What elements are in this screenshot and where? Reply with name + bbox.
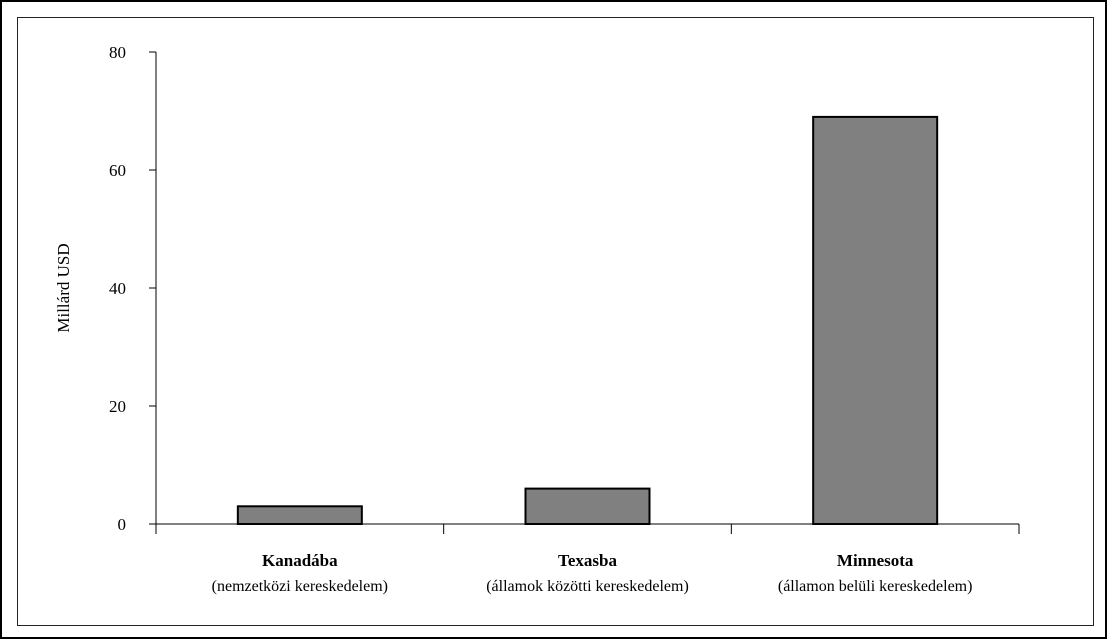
y-axis-label: Millárd USD (54, 243, 73, 332)
y-tick-label: 80 (109, 43, 126, 62)
y-tick-label: 60 (109, 161, 126, 180)
bars (236, 115, 939, 526)
y-tick-label: 40 (109, 279, 126, 298)
x-category-label: Texasba (558, 551, 617, 570)
x-category-labels: Kanadába (nemzetközi kereskedelem) Texasba… (212, 551, 973, 595)
y-tick-label: 0 (118, 515, 127, 534)
x-category-label: Kanadába (262, 551, 338, 570)
x-category-sublabel: (nemzetközi kereskedelem) (212, 578, 388, 595)
x-category-sublabel: (államok közötti kereskedelem) (486, 578, 689, 595)
y-tick-label: 20 (109, 397, 126, 416)
y-tick-labels: 0 20 40 60 80 (109, 43, 126, 534)
x-category-label: Minnesota (837, 551, 914, 570)
bar-3 (812, 115, 939, 526)
x-category-sublabel: (államon belüli kereskedelem) (778, 578, 973, 595)
bar-2 (524, 487, 651, 526)
bar-1 (236, 505, 363, 525)
chart-inner-frame (17, 17, 1094, 626)
